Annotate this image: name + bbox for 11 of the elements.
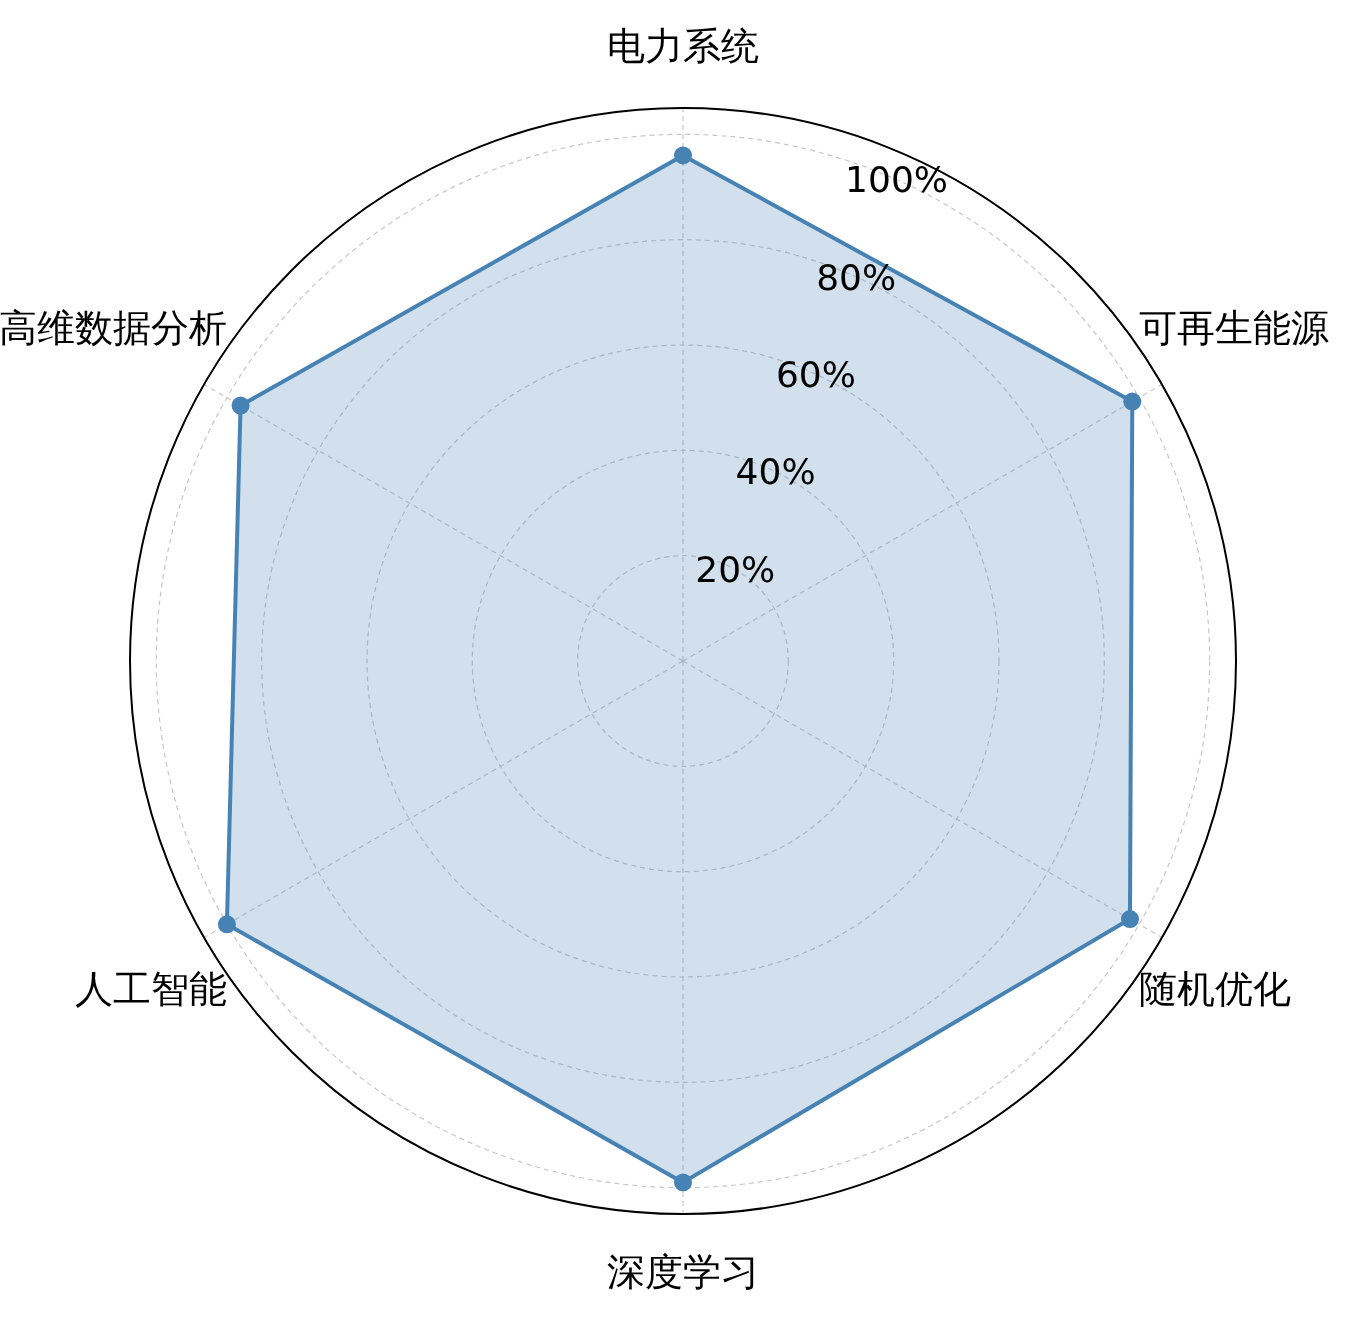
spoke-label: 深度学习 bbox=[607, 1249, 759, 1294]
spoke-label: 高维数据分析 bbox=[0, 306, 228, 350]
y-tick-label: 40% bbox=[735, 451, 816, 493]
spoke-label: 电力系统 bbox=[607, 23, 759, 68]
y-tick-label: 100% bbox=[845, 159, 949, 201]
y-tick-label: 80% bbox=[816, 256, 897, 298]
y-tick-label: 60% bbox=[775, 354, 856, 396]
y-tick-label: 20% bbox=[695, 548, 776, 590]
spoke-label: 可再生能源 bbox=[1138, 306, 1329, 350]
spoke-label: 随机优化 bbox=[1138, 967, 1291, 1011]
spoke-label: 人工智能 bbox=[75, 967, 228, 1011]
